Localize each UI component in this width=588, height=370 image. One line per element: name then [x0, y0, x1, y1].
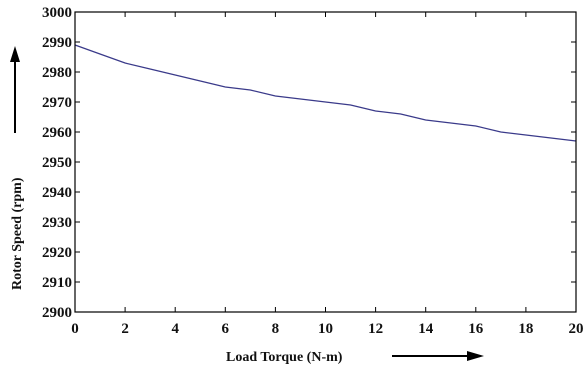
x-tick-label: 6	[222, 321, 230, 337]
x-tick-label: 20	[569, 321, 584, 337]
y-tick-label: 2960	[42, 125, 72, 141]
y-tick-label: 2950	[42, 155, 72, 171]
y-tick-label: 2900	[42, 305, 72, 321]
series-line-rotor-speed	[74, 44, 577, 142]
y-tick-label: 2920	[42, 245, 72, 261]
y-axis-ticks: 2900 2910 2920 2930 2940 2950 2960 2970 2980 2990…	[42, 5, 576, 321]
plot-area-frame	[74, 11, 577, 313]
y-tick-label: 2910	[42, 275, 72, 291]
x-axis-ticks: 0 2 4 6 8 10 12 14 16 18 20	[71, 12, 584, 337]
y-axis-title: Rotor Speed (rpm)	[10, 177, 25, 290]
x-tick-label: 14	[418, 321, 434, 337]
x-tick-label: 0	[71, 321, 79, 337]
x-tick-label: 18	[518, 321, 533, 337]
y-axis-title-group: Rotor Speed (rpm)	[10, 46, 25, 290]
y-tick-label: 2930	[42, 215, 72, 231]
y-tick-label: 2940	[42, 185, 72, 201]
x-tick-label: 8	[272, 321, 280, 337]
y-tick-label: 2970	[42, 95, 72, 111]
y-tick-label: 2980	[42, 65, 72, 81]
x-tick-label: 12	[368, 321, 383, 337]
x-tick-label: 4	[171, 321, 179, 337]
x-axis-title-group: Load Torque (N-m)	[226, 350, 484, 365]
x-tick-label: 16	[468, 321, 484, 337]
x-tick-label: 10	[318, 321, 333, 337]
y-axis-arrow-icon	[10, 46, 20, 62]
y-tick-label: 3000	[42, 5, 72, 21]
x-tick-label: 2	[121, 321, 129, 337]
x-axis-arrow-icon	[467, 351, 484, 361]
x-axis-title: Load Torque (N-m)	[226, 350, 343, 365]
y-tick-label: 2990	[42, 35, 72, 51]
